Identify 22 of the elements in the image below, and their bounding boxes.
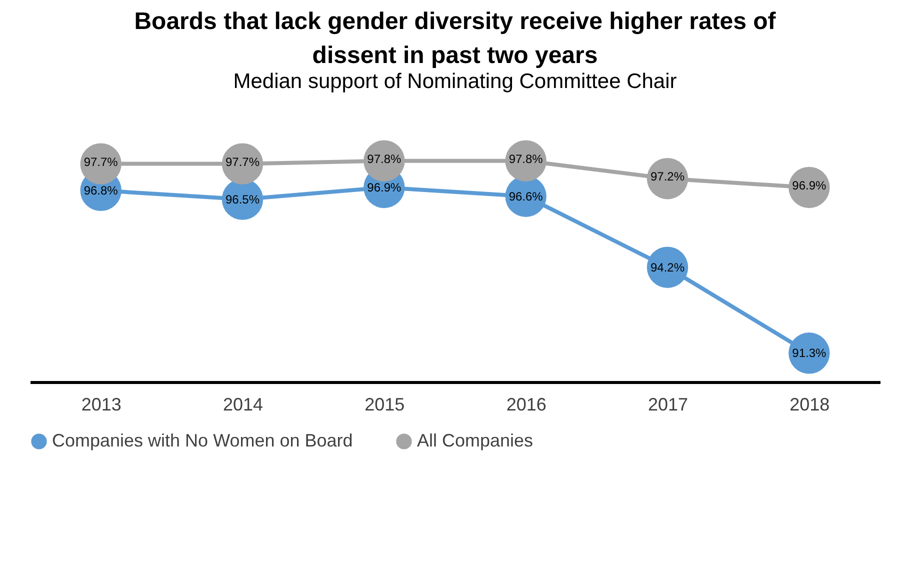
chart-title: Boards that lack gender diversity receive higher rates of dissent in past two years bbox=[134, 8, 777, 69]
data-label: 97.8% bbox=[508, 152, 544, 166]
data-label: 97.8% bbox=[367, 152, 402, 166]
data-label: 97.2% bbox=[650, 170, 685, 184]
data-label: 94.2% bbox=[650, 260, 685, 274]
x-tick-label: 2016 bbox=[506, 394, 546, 414]
chart-subtitle: Median support of Nominating Committee Chair bbox=[233, 70, 677, 93]
data-label: 96.9% bbox=[367, 180, 402, 194]
data-label: 96.6% bbox=[508, 189, 544, 204]
data-label: 97.7% bbox=[225, 154, 260, 169]
x-tick-label: 2017 bbox=[648, 394, 688, 414]
data-label: 97.7% bbox=[84, 154, 118, 169]
x-tick-label: 2018 bbox=[790, 394, 830, 414]
legend-label: Companies with No Women on Board bbox=[52, 430, 353, 450]
x-tick-label: 2015 bbox=[364, 394, 405, 414]
x-tick-label: 2014 bbox=[222, 394, 264, 414]
x-tick-label: 2013 bbox=[81, 394, 122, 414]
data-label: 96.5% bbox=[225, 192, 260, 206]
data-label: 91.3% bbox=[792, 346, 827, 360]
data-label: 96.8% bbox=[84, 183, 118, 198]
data-label: 96.9% bbox=[792, 178, 827, 192]
legend-label: All Companies bbox=[417, 430, 534, 450]
